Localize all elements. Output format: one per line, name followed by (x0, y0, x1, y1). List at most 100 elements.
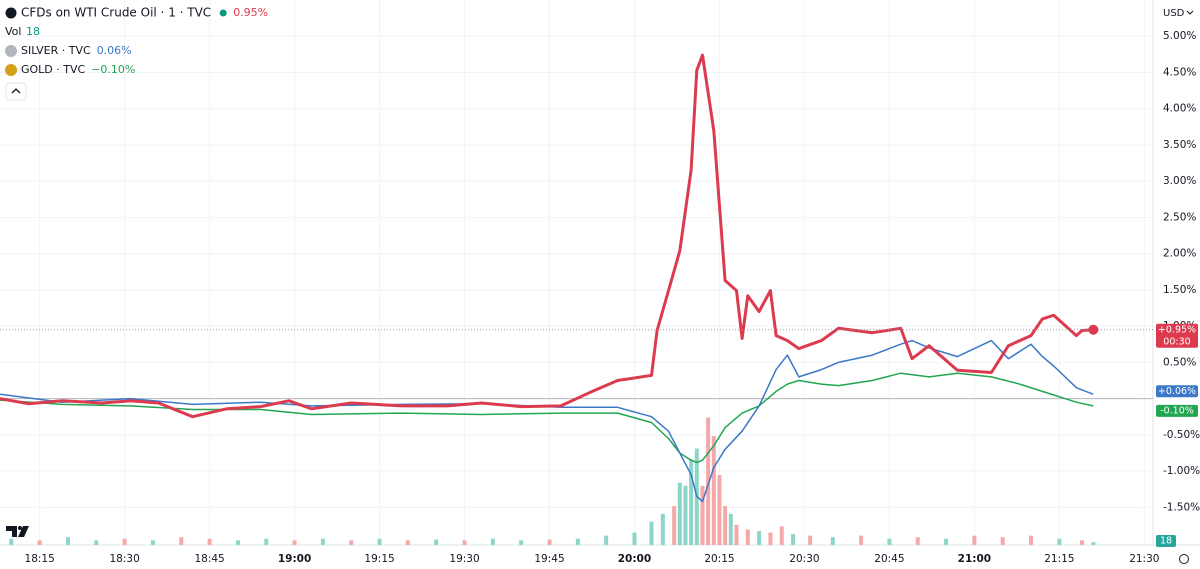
volume-bar (320, 538, 325, 545)
volume-bar (519, 540, 524, 545)
volume-bar (677, 482, 682, 545)
volume-bar (604, 535, 609, 545)
price-label: +0.06% (1158, 386, 1196, 397)
y-tick-label: 1.50% (1163, 284, 1196, 296)
volume-label-box (1156, 535, 1176, 547)
x-tick-label: 19:15 (364, 553, 394, 565)
volume-bar (37, 540, 42, 545)
legend-series-name: SILVER · TVC (21, 44, 91, 57)
price-label: +0.95% (1158, 324, 1196, 335)
volume-bar (757, 531, 762, 545)
volume-bar (1000, 537, 1005, 545)
volume-bar (745, 529, 750, 545)
market-status (219, 9, 227, 17)
volume-bar (9, 538, 14, 545)
x-tick-label: 21:00 (958, 553, 991, 565)
y-tick-label: 5.00% (1163, 30, 1196, 42)
volume-bar (292, 540, 297, 545)
y-tick-label: 3.00% (1163, 175, 1196, 187)
currency-caret (1186, 10, 1194, 15)
currency[interactable]: USD (1163, 8, 1185, 19)
tv-logo (6, 526, 29, 537)
volume-bar (734, 524, 739, 545)
price-label: -0.10% (1160, 405, 1194, 416)
volume-bar (717, 475, 722, 545)
volume-bar (434, 539, 439, 545)
x-tick-label: 19:30 (449, 553, 479, 565)
volume-bar (887, 538, 892, 545)
symbol-icon (5, 7, 17, 19)
collapse-button[interactable] (5, 82, 27, 101)
y-tick-label: 4.50% (1163, 66, 1196, 78)
y-tick-label: 3.50% (1163, 139, 1196, 151)
volume-bar (700, 485, 705, 545)
x-tick-label: 21:15 (1044, 553, 1074, 565)
volume-bar (723, 506, 728, 545)
countdown: 00:30 (1163, 336, 1190, 347)
volume-bar (1091, 542, 1096, 545)
y-tick-label: -1.50% (1163, 501, 1200, 513)
volume-bar (683, 485, 688, 545)
settings-icon[interactable] (1179, 554, 1189, 564)
volume-bar (915, 537, 920, 545)
volume-bar (1080, 540, 1085, 545)
legend-series-value: 0.06% (97, 44, 132, 57)
volume-bar (672, 506, 677, 545)
series-icon (5, 64, 17, 76)
legend-series-value: −0.10% (91, 63, 135, 76)
volume-bar (1057, 538, 1062, 545)
volume-legend-label: Vol (5, 25, 21, 38)
volume-legend-value: 18 (26, 25, 40, 38)
volume-bar (235, 540, 240, 545)
collapse-icon (11, 88, 21, 94)
grid (0, 0, 1153, 545)
volume-bar (122, 538, 127, 545)
volume-bar (150, 540, 155, 545)
volume-bar (490, 538, 495, 545)
x-tick-label: 20:45 (874, 553, 904, 565)
volume-bar (791, 534, 796, 545)
volume-bar (689, 459, 694, 545)
volume-bar (1029, 535, 1034, 545)
volume-bar (768, 532, 773, 545)
y-tick-label: -0.50% (1163, 429, 1200, 441)
x-tick-label: 21:30 (1129, 553, 1159, 565)
volume-bar (779, 526, 784, 545)
volume-bar (830, 537, 835, 545)
x-tick-label: 19:00 (278, 553, 311, 565)
price-label-box (1156, 385, 1198, 398)
x-tick-label: 18:45 (194, 553, 224, 565)
volume-label: 18 (1160, 536, 1172, 547)
volume-bar (706, 417, 711, 545)
volume-bar (405, 540, 410, 545)
y-tick-label: -1.00% (1163, 465, 1200, 477)
volume-bar (575, 538, 580, 545)
x-tick-label: 20:30 (789, 553, 819, 565)
x-tick-label: 18:30 (109, 553, 139, 565)
x-tick-label: 19:45 (534, 553, 564, 565)
y-tick-label: 0.50% (1163, 356, 1196, 368)
volume-bar (649, 521, 654, 545)
y-tick-label: 2.00% (1163, 248, 1196, 260)
volume-bar (349, 540, 354, 545)
volume-bar (728, 513, 733, 545)
price-label-box (1156, 404, 1198, 417)
volume-bar (944, 538, 949, 545)
legend-value: 0.95% (233, 6, 268, 19)
series-line (0, 53, 1094, 419)
x-tick-label: 18:15 (25, 553, 55, 565)
volume-bar (808, 535, 813, 545)
volume-bar (547, 539, 552, 545)
volume-bar (462, 540, 467, 545)
volume-bar (859, 535, 864, 545)
volume-bar (207, 538, 212, 545)
y-tick-label: 4.00% (1163, 103, 1196, 115)
price-label-box (1156, 323, 1198, 348)
volume-bar (377, 538, 382, 545)
series-line (0, 372, 1094, 464)
volume-bar (711, 436, 716, 545)
volume-bar (94, 540, 99, 545)
